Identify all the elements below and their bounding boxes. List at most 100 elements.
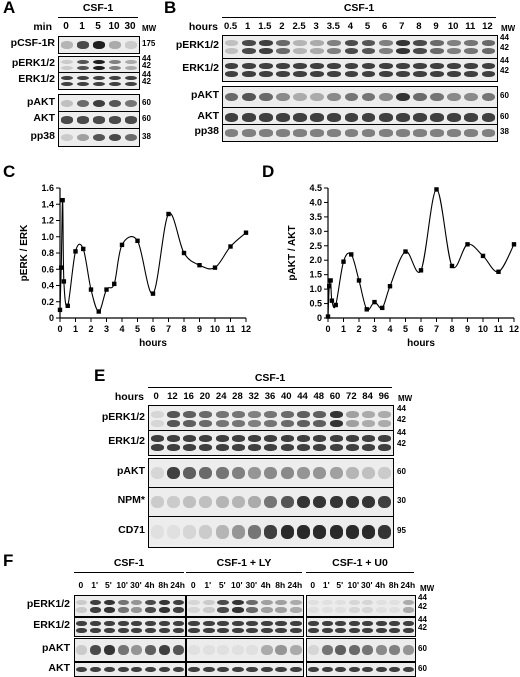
e-band-upper — [231, 410, 245, 418]
f-band — [172, 666, 184, 673]
lane-label: 24h — [400, 580, 416, 590]
f-band-upper — [275, 621, 288, 627]
f-band-upper — [117, 599, 129, 606]
b-band-upper — [224, 62, 239, 70]
x-tick-label: 6 — [418, 324, 423, 334]
b-band-upper — [344, 62, 359, 70]
f-band — [335, 645, 347, 655]
f-band — [202, 666, 215, 673]
e-band-lower — [166, 444, 180, 451]
blot-strip — [186, 638, 304, 662]
f-band-lower — [103, 607, 115, 613]
e-band-lower — [264, 444, 278, 451]
e-band — [345, 466, 359, 480]
panel-letter-f: F — [3, 551, 14, 570]
lane-label: 1 — [245, 21, 251, 32]
b-band — [464, 92, 479, 102]
b-band — [276, 113, 290, 122]
data-point — [60, 197, 65, 203]
mw-marker: 30 — [397, 496, 406, 505]
f-band-lower — [117, 607, 129, 613]
f-band — [188, 666, 201, 673]
e-band — [362, 466, 376, 480]
f-band-upper — [76, 599, 88, 606]
lane-label: 3.5 — [326, 21, 340, 32]
f-band — [188, 645, 201, 655]
lane-label: 36 — [264, 391, 276, 402]
f-band-upper — [172, 599, 184, 606]
f-band-upper — [335, 599, 347, 606]
e-band — [313, 466, 327, 480]
b-band — [481, 113, 496, 122]
lane-label: 8 — [416, 21, 422, 32]
f-band — [402, 666, 414, 673]
mw-marker: 42 — [142, 76, 151, 86]
blot-row-label: pAKT — [42, 642, 70, 654]
f-band — [172, 645, 184, 655]
a-band-lower — [108, 65, 122, 71]
lane-label: 0 — [153, 391, 159, 402]
data-point — [325, 314, 331, 319]
data-point — [65, 303, 70, 309]
b-band-lower — [430, 71, 444, 78]
b-band-lower — [310, 71, 325, 78]
b-band — [344, 113, 359, 122]
mw-marker: 42 — [142, 60, 151, 70]
b-band — [224, 113, 239, 122]
e-band — [183, 495, 197, 509]
blot-strip — [222, 124, 498, 142]
lane-label: 8h — [275, 580, 286, 590]
f-band-lower — [321, 627, 333, 633]
b-band — [395, 92, 410, 102]
lane-label: 24h — [170, 580, 185, 590]
e-band — [248, 525, 262, 539]
e-band-upper — [329, 435, 343, 443]
e-band-upper — [280, 435, 294, 443]
e-band — [231, 495, 245, 509]
b-band-upper — [430, 62, 444, 70]
e-band — [150, 525, 164, 539]
blot-strip — [74, 595, 186, 617]
f-band-upper — [217, 599, 230, 606]
blot-row-label: pERK1/2 — [101, 410, 145, 423]
b-band — [413, 92, 427, 102]
mw-marker: 60 — [500, 91, 509, 100]
e-band-upper — [215, 435, 229, 443]
blot-row-label: CD71 — [118, 524, 145, 536]
b-band-upper — [344, 39, 359, 47]
b-band-lower — [378, 48, 393, 55]
f-band — [348, 645, 360, 655]
lane-label: 0 — [78, 580, 84, 590]
e-band-lower — [231, 419, 245, 427]
mw-marker: 60 — [142, 97, 151, 107]
mw-marker: 44 — [142, 69, 151, 79]
lane-label: 0 — [63, 21, 69, 32]
e-band-lower — [313, 419, 327, 427]
blot-row-label: AKT — [48, 661, 70, 674]
f-band-upper — [389, 599, 401, 606]
b-band-lower — [481, 48, 496, 55]
panel-letter-b: B — [164, 0, 177, 17]
f-band-upper — [402, 599, 414, 606]
e-band-upper — [378, 435, 392, 443]
b-band-lower — [276, 48, 290, 55]
lane-label: 48 — [313, 391, 325, 402]
a-band — [92, 99, 106, 108]
y-tick-label: 0.4 — [41, 281, 54, 291]
f-band-lower — [158, 607, 170, 613]
a-band — [92, 133, 106, 142]
lane-label: 1' — [322, 580, 330, 590]
b-band-lower — [276, 71, 290, 78]
f-band-upper — [308, 599, 320, 606]
mw-header: MW — [420, 584, 435, 593]
f-band — [362, 645, 374, 655]
x-tick-label: 2 — [356, 324, 361, 334]
x-tick-label: 4 — [387, 324, 392, 334]
b-band — [413, 129, 427, 137]
x-axis-title: hours — [139, 338, 167, 349]
blot-strip — [306, 662, 416, 677]
x-tick-label: 5 — [403, 324, 408, 334]
mw-marker: 38 — [142, 131, 151, 141]
mw-marker: 60 — [500, 111, 509, 121]
data-point — [61, 279, 67, 284]
